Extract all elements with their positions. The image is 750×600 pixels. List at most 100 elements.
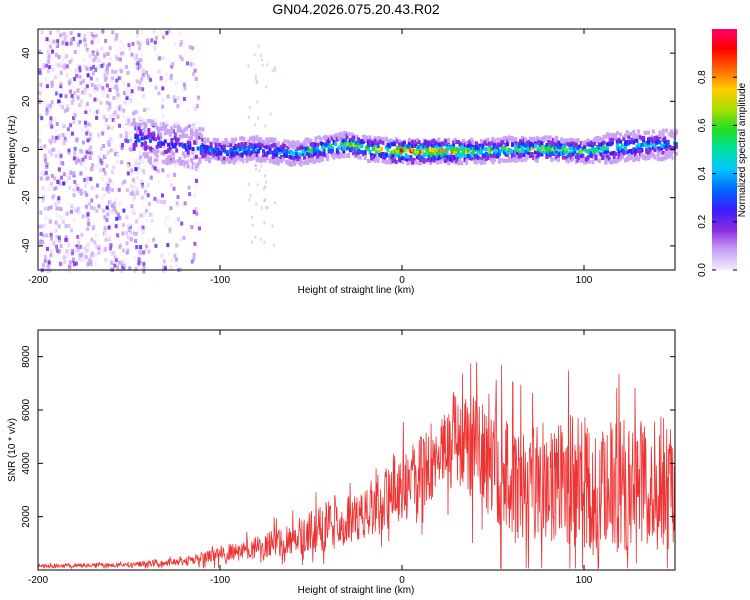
noise-cell (71, 36, 75, 41)
ridge-cell (461, 148, 465, 153)
ridge-cell (470, 146, 474, 151)
ridge-cell (363, 150, 367, 155)
ridge-cell (324, 137, 328, 142)
noise-cell (190, 150, 194, 155)
noise-cell (141, 30, 145, 35)
ridge-cell (604, 150, 608, 155)
ridge-cell (633, 152, 637, 157)
ridge-cell (384, 153, 388, 158)
ridge-cell (479, 139, 483, 143)
ridge-cell (268, 158, 272, 163)
noise-cell (193, 193, 197, 198)
x-tick-label: -200 (28, 575, 48, 586)
noise-cell (61, 39, 65, 44)
ridge-cell (475, 160, 478, 165)
spectrogram-cells (38, 29, 678, 274)
ridge-cell (188, 143, 192, 148)
noise-cell (45, 155, 49, 160)
ridge-cell (371, 156, 375, 161)
noise-cell (79, 258, 83, 262)
ridge-cell (335, 154, 339, 158)
ridge-cell (576, 158, 580, 163)
ridge-cell (227, 155, 231, 160)
ridge-cell (656, 146, 660, 151)
noise-cell (150, 218, 154, 223)
ridge-cell (196, 162, 200, 167)
ridge-cell (206, 145, 210, 150)
noise-cell (84, 120, 87, 125)
noise-cell (105, 205, 109, 210)
ridge-cell (640, 153, 644, 157)
noise-cell (195, 84, 199, 89)
ridge-cell (167, 155, 170, 160)
ridge-cell (583, 145, 587, 150)
noise-cell (57, 235, 61, 240)
ridge-cell (416, 138, 419, 143)
ridge-cell (145, 145, 149, 150)
ridge-cell (132, 144, 136, 149)
ridge-cell (655, 135, 659, 140)
ridge-cell (173, 163, 177, 168)
ridge-cell (614, 133, 618, 138)
ridge-cell (229, 154, 233, 159)
ridge-cell (307, 152, 311, 157)
noise-cell (61, 88, 65, 93)
ridge-cell (204, 149, 208, 154)
ridge-cell (633, 133, 637, 138)
ridge-cell (244, 146, 247, 151)
ridge-cell (212, 150, 216, 155)
ridge-cell (615, 146, 619, 151)
noise-cell (48, 103, 52, 108)
ridge-cell (599, 137, 603, 142)
ridge-cell (563, 149, 567, 154)
noise-cell (68, 81, 72, 86)
ridge-cell (298, 161, 302, 166)
ridge-cell (635, 134, 639, 139)
ridge-cell (484, 151, 488, 156)
ridge-cell (352, 151, 356, 156)
ridge-cell (638, 143, 642, 148)
ridge-cell (445, 154, 449, 159)
ridge-cell (591, 144, 595, 149)
ridge-cell (440, 141, 444, 146)
noise-cell (65, 64, 69, 69)
ridge-cell (330, 148, 334, 153)
ridge-cell (589, 140, 593, 145)
ridge-cell (625, 156, 629, 161)
noise-cell (143, 108, 147, 112)
noise-cell (137, 69, 141, 74)
noise-cell (107, 140, 111, 145)
ridge-cell (592, 147, 596, 152)
noise-cell (176, 96, 180, 100)
noise-cell (94, 68, 98, 73)
noise-cell (62, 140, 66, 145)
ridge-cell (507, 156, 511, 161)
noise-cell (86, 227, 90, 231)
ridge-cell (624, 146, 627, 150)
noise-cell (128, 91, 132, 96)
ridge-cell (514, 145, 518, 150)
noise-cell (126, 171, 130, 176)
ridge-cell (165, 122, 169, 127)
ridge-cell (229, 150, 233, 155)
ridge-cell (478, 150, 482, 155)
ridge-cell (524, 157, 528, 162)
noise-cell (131, 41, 135, 46)
ridge-cell (519, 142, 523, 147)
noise-cell (56, 199, 60, 204)
ridge-cell (319, 153, 323, 158)
ridge-cell (219, 155, 223, 160)
noise-cell (88, 80, 92, 85)
noise-cell (126, 117, 130, 122)
ridge-cell (614, 152, 618, 157)
noise-cell (142, 265, 146, 270)
noise-cell (118, 202, 122, 207)
noise-cell (118, 46, 122, 50)
ridge-cell (661, 137, 665, 142)
ridge-cell (167, 128, 170, 133)
noise-cell (68, 78, 72, 83)
noise-cell (45, 265, 49, 270)
ridge-cell (265, 137, 269, 142)
ridge-cell (574, 145, 578, 150)
